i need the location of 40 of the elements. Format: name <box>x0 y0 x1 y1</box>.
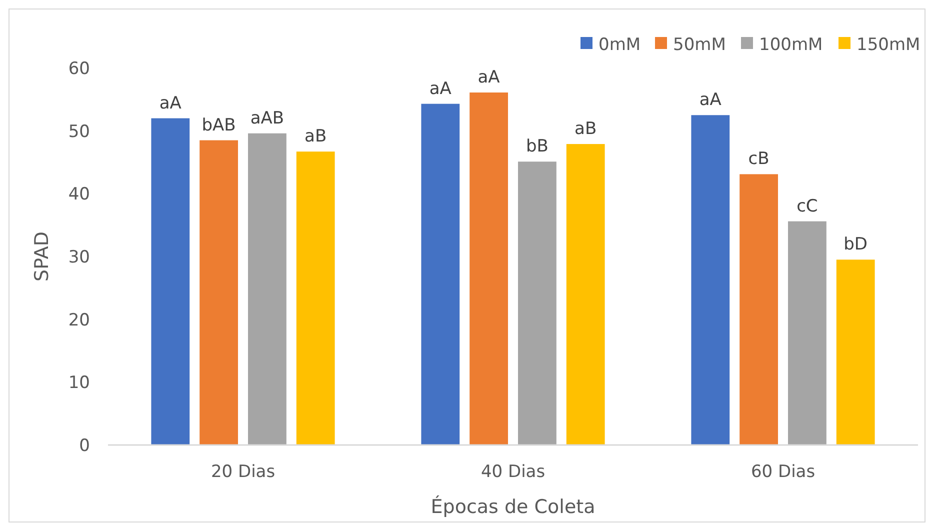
x-tick-label: 40 Dias <box>480 462 546 482</box>
x-tick-label: 60 Dias <box>750 462 816 482</box>
data-label: aA <box>159 93 182 114</box>
y-axis-title: SPAD <box>31 232 53 282</box>
bar <box>788 221 826 445</box>
y-tick-label: 40 <box>68 184 90 205</box>
y-tick-label: 20 <box>68 310 90 330</box>
y-tick-label: 10 <box>68 373 90 394</box>
data-label: cB <box>748 149 770 170</box>
bar <box>248 133 286 445</box>
data-label: bAB <box>202 115 236 136</box>
data-label: aA <box>429 78 452 99</box>
y-tick-label: 30 <box>68 247 90 268</box>
bar <box>740 174 778 445</box>
data-label: aA <box>699 90 722 110</box>
bar <box>518 162 556 445</box>
legend-label: 100mM <box>759 34 823 55</box>
bar <box>200 140 238 445</box>
bar <box>470 92 508 445</box>
x-axis-title: Épocas de Coleta <box>430 495 596 518</box>
y-tick-label: 50 <box>68 122 90 142</box>
bar <box>421 104 460 445</box>
data-label: aAB <box>250 108 284 128</box>
bar <box>566 144 605 445</box>
bar <box>151 118 190 445</box>
y-tick-label: 0 <box>79 436 90 456</box>
legend-label: 150mM <box>856 34 920 55</box>
data-label: aA <box>478 68 500 88</box>
data-label: bD <box>844 234 868 255</box>
data-label: bB <box>526 136 548 157</box>
data-label: aB <box>574 119 597 140</box>
data-label: aB <box>304 126 327 147</box>
bar <box>691 115 730 445</box>
y-tick-label: 60 <box>68 58 90 79</box>
data-label: cC <box>796 196 818 216</box>
bar <box>836 260 875 445</box>
x-tick-label: 20 Dias <box>210 462 276 482</box>
legend-label: 0mM <box>598 34 641 55</box>
legend-label: 50mM <box>673 34 726 55</box>
bar <box>296 152 335 445</box>
